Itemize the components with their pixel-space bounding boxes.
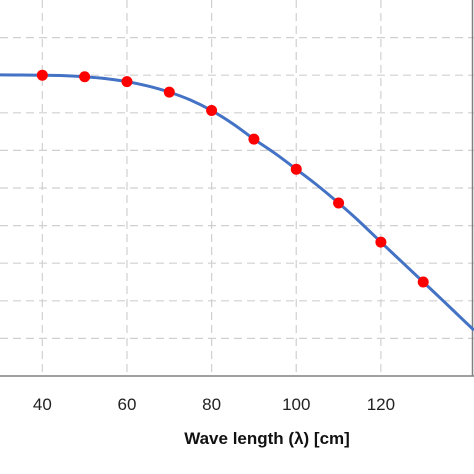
x-tick-label-2: 80	[202, 395, 221, 414]
data-point-8	[375, 236, 387, 248]
x-tick-label-4: 120	[367, 395, 395, 414]
tick-labels: 40 60 80 100 120	[33, 395, 395, 414]
data-point-4	[206, 105, 218, 117]
data-point-9	[417, 276, 429, 288]
x-tick-label-0: 40	[33, 395, 52, 414]
data-point-2	[121, 76, 133, 88]
x-tick-label-1: 60	[118, 395, 137, 414]
data-point-3	[163, 86, 175, 98]
axes	[0, 0, 474, 377]
data-point-7	[333, 197, 345, 209]
x-tick-label-3: 100	[282, 395, 310, 414]
grid	[0, 0, 474, 376]
data-point-6	[290, 163, 302, 175]
data-point-0	[36, 69, 48, 81]
series-markers	[36, 69, 429, 288]
data-point-5	[248, 133, 260, 145]
data-point-1	[79, 71, 91, 83]
x-axis-title: Wave length (λ) [cm]	[184, 429, 350, 448]
